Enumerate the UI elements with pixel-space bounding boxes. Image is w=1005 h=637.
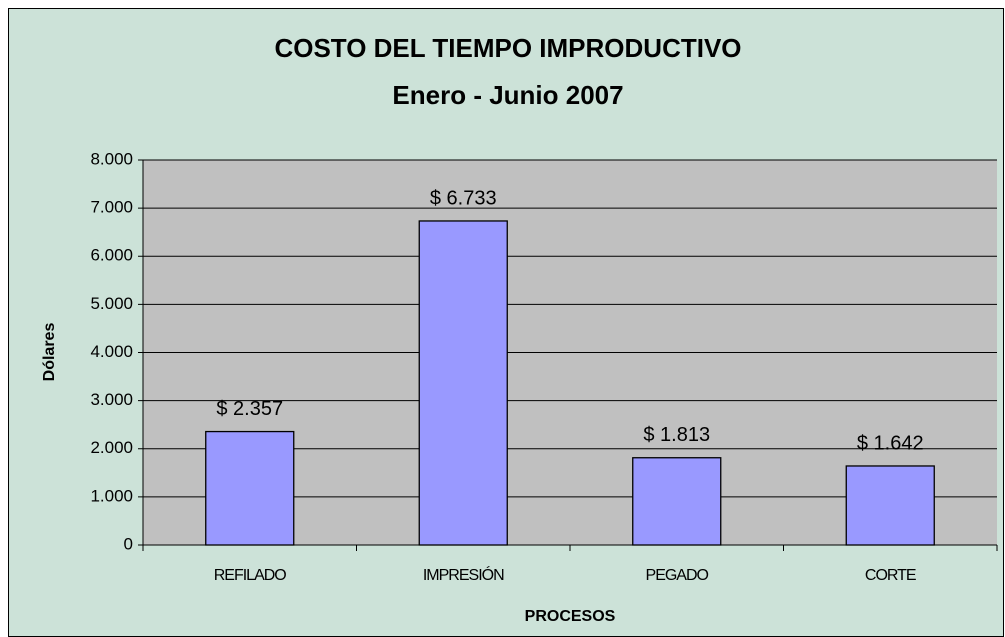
x-tick-label: IMPRESIÓN <box>423 565 504 584</box>
y-tick-label: 2.000 <box>90 438 133 457</box>
x-tick-label: CORTE <box>865 567 916 584</box>
y-tick-label: 7.000 <box>90 198 133 217</box>
x-tick-label: REFILADO <box>214 567 287 584</box>
bar <box>418 220 508 546</box>
chart-subtitle: Enero - Junio 2007 <box>392 80 623 110</box>
y-tick-label: 5.000 <box>90 294 133 313</box>
y-tick-label: 1.000 <box>90 486 133 505</box>
y-tick-label: 4.000 <box>90 342 133 361</box>
bar <box>632 457 722 546</box>
data-label: $ 1.642 <box>857 432 924 454</box>
y-tick-label: 3.000 <box>90 390 133 409</box>
x-tick-label: PEGADO <box>646 567 709 584</box>
chart-title: COSTO DEL TIEMPO IMPRODUCTIVO <box>274 33 741 63</box>
y-tick-label: 0 <box>124 534 133 553</box>
x-axis-title: PROCESOS <box>525 608 616 625</box>
y-tick-label: 8.000 <box>90 149 133 168</box>
y-tick-label: 6.000 <box>90 246 133 265</box>
bar <box>845 465 935 546</box>
bar <box>205 430 295 546</box>
data-label: $ 2.357 <box>216 398 283 420</box>
data-label: $ 1.813 <box>643 424 710 446</box>
y-axis-title: Dólares <box>41 323 58 382</box>
data-label: $ 6.733 <box>430 187 497 209</box>
